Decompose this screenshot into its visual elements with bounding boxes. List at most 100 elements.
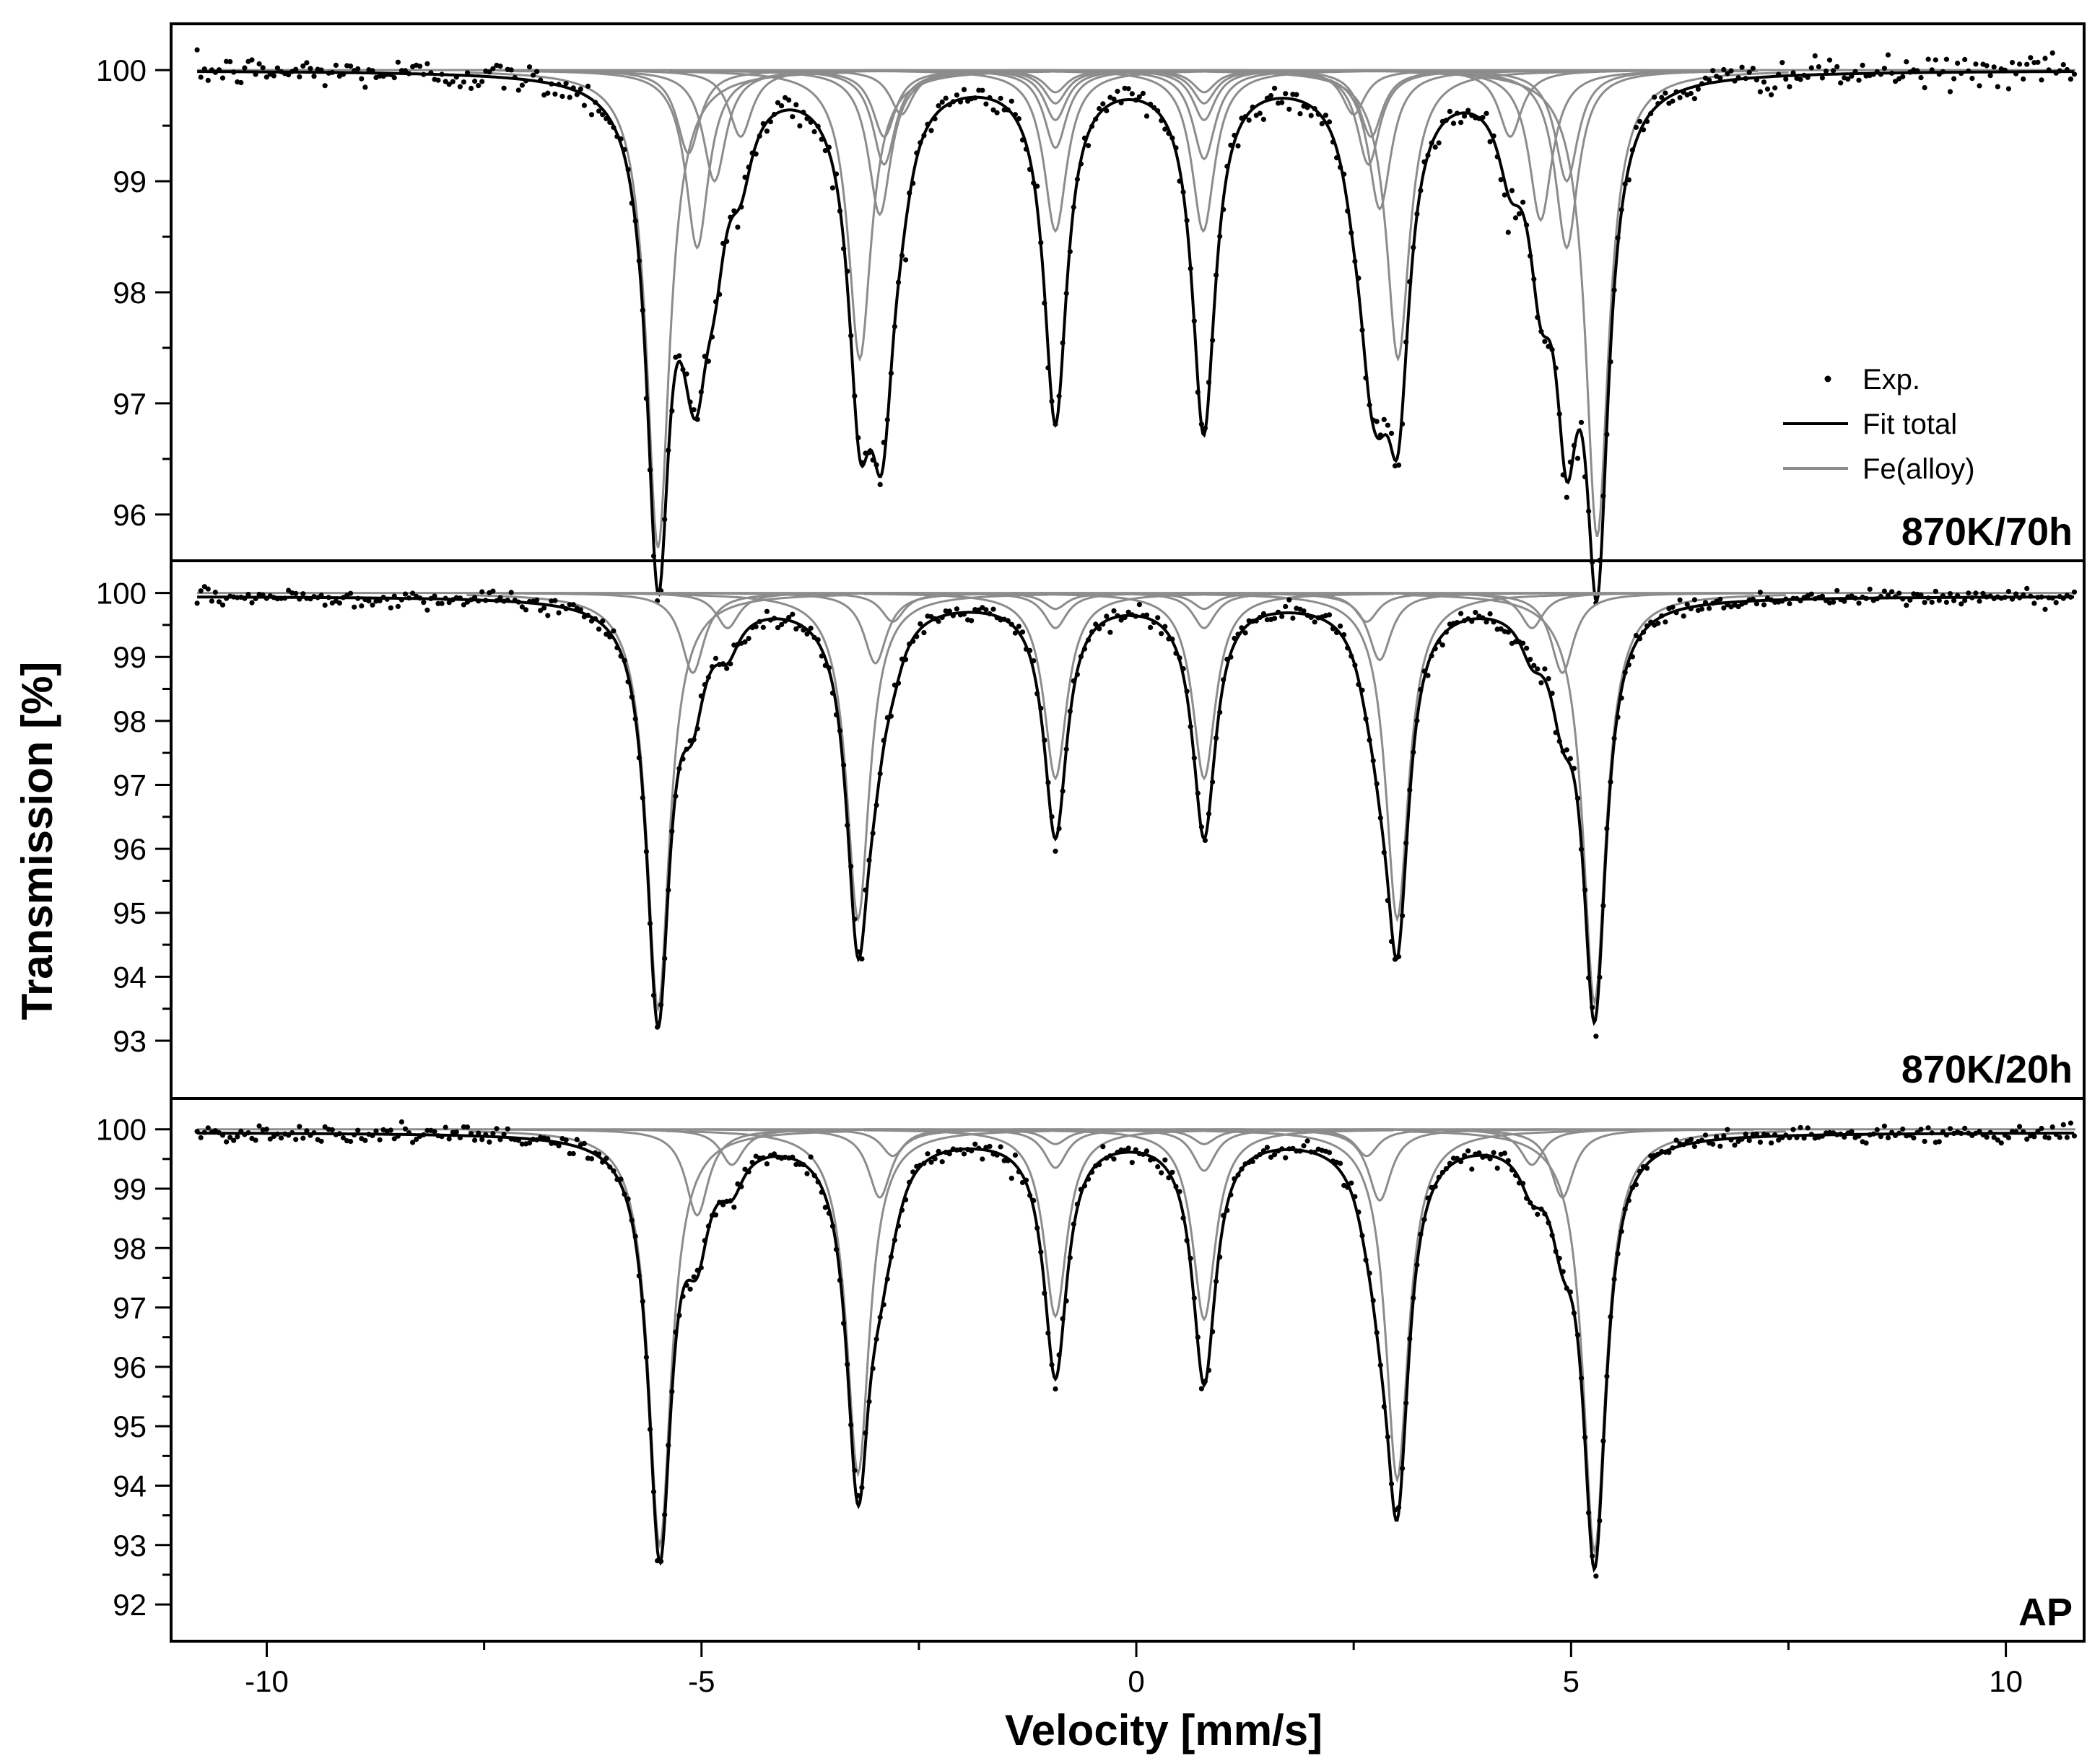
exp-point: [1045, 365, 1051, 371]
exp-point: [563, 606, 569, 612]
exp-point: [1574, 455, 1581, 461]
exp-point: [1349, 653, 1354, 659]
exp-point: [1959, 601, 1964, 607]
exp-point: [1546, 676, 1551, 682]
exp-point: [515, 599, 521, 605]
exp-point: [804, 115, 810, 121]
exp-point: [965, 98, 971, 104]
exp-point: [304, 60, 310, 66]
exp-point: [1991, 64, 1997, 70]
component-line: [468, 1130, 852, 1550]
exp-point: [487, 1139, 492, 1145]
exp-point: [194, 47, 200, 53]
exp-point: [1535, 315, 1541, 320]
exp-point: [1136, 602, 1142, 608]
exp-point: [1790, 1127, 1796, 1132]
exp-point: [1381, 416, 1387, 422]
exp-point: [1184, 217, 1190, 224]
panel-middle: 93 94 95 96 97 98 99 100 870K/20h: [96, 559, 2086, 1100]
exp-point: [666, 887, 671, 893]
exp-point: [1801, 1135, 1807, 1141]
exp-point: [1593, 1034, 1599, 1039]
exp-point: [519, 604, 526, 610]
exp-point: [1951, 76, 1957, 82]
exp-point: [939, 614, 945, 621]
exp-point: [245, 592, 251, 598]
exp-point: [1081, 1183, 1088, 1189]
exp-point: [946, 608, 952, 614]
exp-point: [1053, 848, 1058, 854]
exp-point: [1907, 1132, 1913, 1138]
exp-point: [1049, 398, 1055, 404]
exp-point: [1644, 623, 1650, 629]
exp-point: [1228, 654, 1234, 660]
exp-point: [1312, 106, 1317, 112]
exp-point: [1831, 68, 1837, 74]
exp-point: [238, 79, 244, 86]
exp-point: [1195, 790, 1201, 796]
exp-point: [570, 1150, 576, 1157]
exp-point: [1341, 632, 1347, 638]
exp-point: [980, 1156, 985, 1162]
exp-point: [1633, 633, 1639, 639]
exp-point: [1633, 1181, 1639, 1188]
exp-point: [932, 116, 938, 122]
exp-point: [421, 1132, 427, 1137]
exp-point: [972, 1141, 978, 1147]
exp-point: [1808, 65, 1814, 71]
exp-point: [728, 661, 733, 667]
exp-point: [819, 136, 824, 142]
exp-point: [607, 634, 613, 640]
exp-point: [1772, 1132, 1778, 1137]
exp-point: [994, 110, 1000, 115]
exp-point: [859, 956, 865, 962]
exp-point: [293, 590, 299, 596]
exp-point: [873, 803, 879, 808]
exp-point: [1111, 96, 1117, 102]
exp-point: [720, 661, 726, 667]
exp-point: [829, 690, 835, 696]
exp-point: [469, 1131, 474, 1137]
exp-point: [453, 1129, 459, 1135]
exp-point: [1798, 77, 1803, 82]
exp-point: [1648, 110, 1654, 116]
exp-point: [961, 1151, 967, 1157]
exp-point: [625, 1196, 631, 1202]
exp-point: [811, 1173, 817, 1179]
exp-point: [1480, 615, 1486, 621]
exp-point: [1334, 629, 1340, 636]
exp-point: [1582, 1435, 1588, 1441]
exp-point: [1294, 1148, 1299, 1154]
exp-point: [826, 665, 832, 670]
exp-point: [829, 185, 835, 191]
exp-point: [1721, 66, 1727, 73]
exp-point: [801, 627, 806, 633]
exp-point: [2039, 77, 2044, 83]
exp-point: [866, 450, 872, 455]
exp-point: [596, 108, 602, 114]
exp-point: [705, 674, 712, 681]
exp-point: [1787, 84, 1792, 89]
exp-point: [1260, 1148, 1266, 1154]
exp-point: [1210, 779, 1216, 785]
exp-point: [943, 608, 949, 614]
exp-point: [903, 1197, 909, 1202]
exp-point: [1900, 596, 1906, 602]
exp-point: [432, 1129, 437, 1135]
exp-point: [833, 712, 840, 718]
exp-point: [647, 467, 653, 473]
exp-point: [469, 85, 474, 91]
exp-point: [1159, 118, 1164, 123]
exp-point: [1352, 663, 1358, 668]
exp-point: [2005, 588, 2011, 595]
exp-point: [1078, 1187, 1084, 1192]
exp-point: [1790, 70, 1796, 76]
exp-point: [1629, 1185, 1635, 1191]
exp-point: [567, 95, 572, 100]
exp-point: [421, 71, 427, 77]
exp-point: [1067, 249, 1073, 255]
exp-point: [1104, 108, 1110, 113]
exp-point: [1374, 419, 1380, 424]
exp-point: [1396, 462, 1402, 468]
exp-point: [2057, 68, 2062, 74]
